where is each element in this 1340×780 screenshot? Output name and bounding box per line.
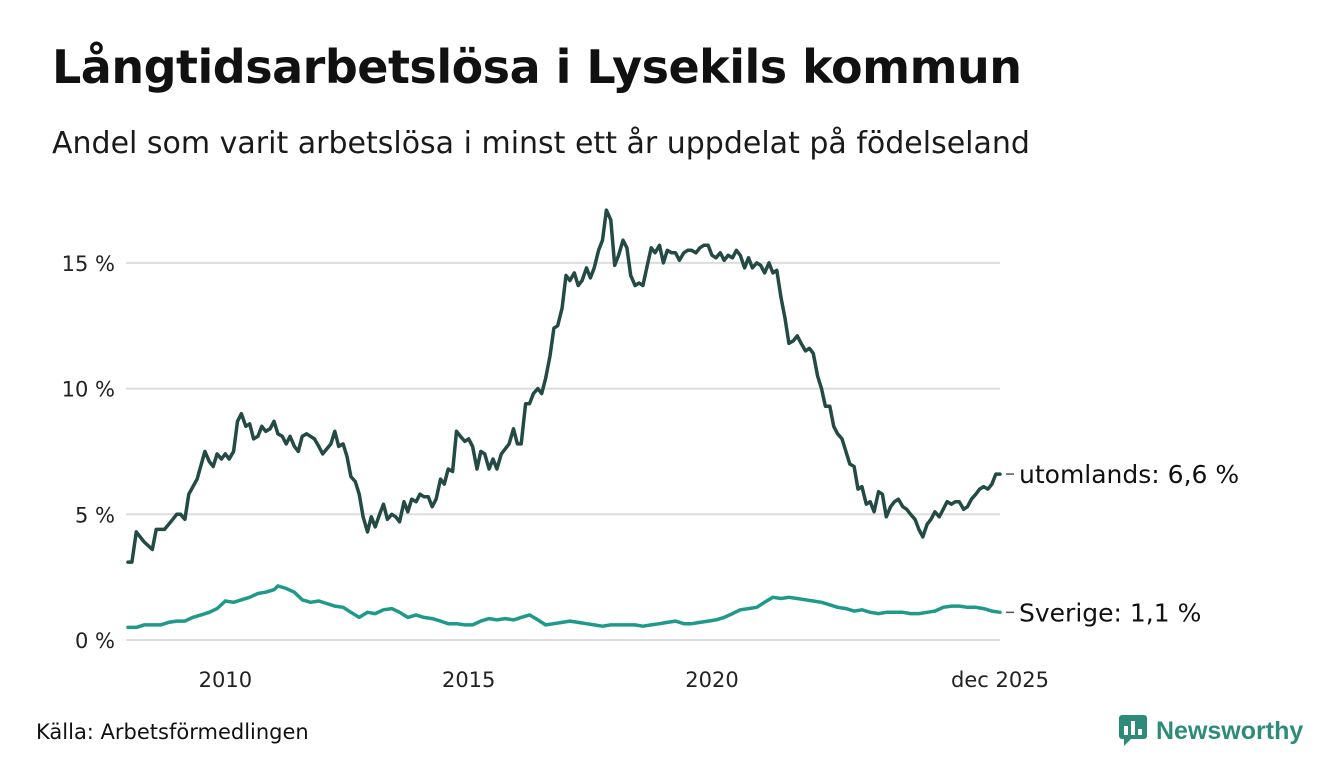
x-axis-ticks: 2010 2015 2020 dec 2025 xyxy=(199,668,1049,692)
series-line-utomlands xyxy=(126,208,1002,564)
x-tick-label: 2020 xyxy=(685,668,738,692)
x-tick-label: 2010 xyxy=(199,668,252,692)
chart-title: Långtidsarbetslösa i Lysekils kommun xyxy=(52,40,1022,94)
y-axis-ticks: 0 % 5 % 10 % 15 % xyxy=(62,252,115,653)
x-tick-label: 2015 xyxy=(442,668,495,692)
y-tick-label: 10 % xyxy=(62,378,115,402)
x-tick-label: dec 2025 xyxy=(951,668,1049,692)
series-lines xyxy=(126,208,1002,630)
y-tick-label: 0 % xyxy=(75,629,115,653)
gridlines xyxy=(126,261,1000,641)
series-line-sverige xyxy=(126,584,1002,630)
brand-logo[interactable]: Newsworthy xyxy=(1118,714,1303,748)
y-tick-label: 5 % xyxy=(75,503,115,527)
chart-subtitle: Andel som varit arbetslösa i minst ett å… xyxy=(52,126,1030,161)
line-chart: 0 % 5 % 10 % 15 % 2010 2015 2020 dec 2025 utom… xyxy=(62,208,1239,692)
series-end-labels: utomlands: 6,6 % Sverige: 1,1 % xyxy=(1006,460,1239,627)
brand-name: Newsworthy xyxy=(1156,716,1304,745)
newsworthy-logo-icon xyxy=(1119,715,1147,746)
end-label-sverige: Sverige: 1,1 % xyxy=(1019,598,1201,627)
end-label-utomlands: utomlands: 6,6 % xyxy=(1019,460,1239,489)
y-tick-label: 15 % xyxy=(62,252,115,276)
source-note: Källa: Arbetsförmedlingen xyxy=(36,720,309,744)
